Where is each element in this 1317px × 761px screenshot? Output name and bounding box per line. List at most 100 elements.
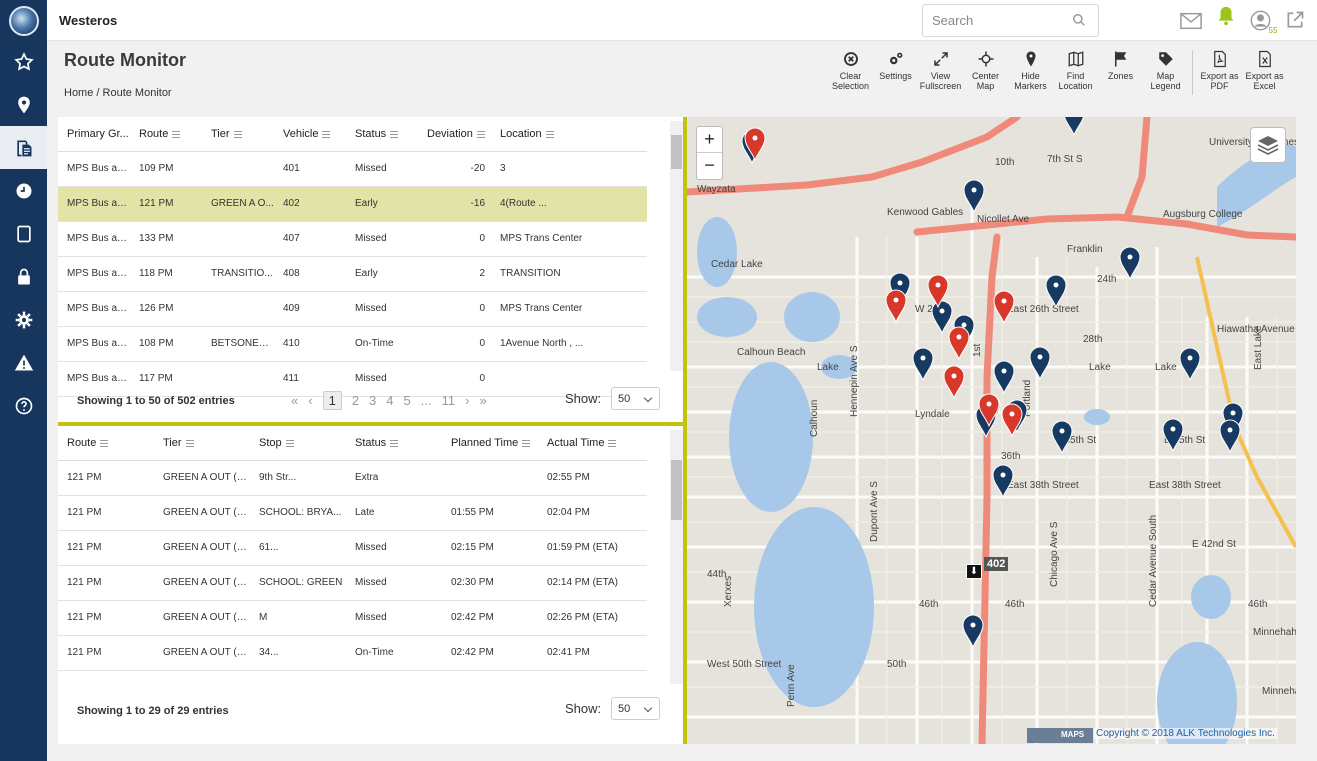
table-row[interactable]: 121 PM GREEN A OUT (2... 61... Missed 02:15 … [58, 530, 647, 566]
sort-icon[interactable] [390, 130, 399, 138]
vehicle-pin[interactable] [744, 127, 766, 162]
vehicle-pin[interactable] [1045, 274, 1067, 309]
zoom-out-button[interactable]: − [704, 155, 715, 175]
vehicle-pin[interactable] [992, 464, 1014, 499]
table-row[interactable]: MPS Bus an... 121 PM GREEN A O... 402 Early -… [58, 186, 647, 222]
map-nav[interactable] [0, 83, 47, 126]
sort-icon[interactable] [322, 130, 331, 138]
alerts-nav[interactable] [0, 341, 47, 384]
table-row[interactable]: MPS Bus an... 126 PM 409 Missed 0 MPS Trans C… [58, 291, 647, 327]
history-nav[interactable] [0, 169, 47, 212]
first-page-icon[interactable]: « [291, 393, 299, 408]
sort-icon[interactable] [172, 130, 181, 138]
find-location-button[interactable]: Find Location [1053, 50, 1098, 100]
panel-splitter-horizontal[interactable] [58, 422, 683, 426]
panel-splitter-vertical[interactable] [683, 117, 687, 744]
vehicle-label[interactable]: 402 [984, 557, 1009, 571]
column-header[interactable]: Vehicle [274, 117, 346, 152]
scroll-thumb[interactable] [671, 460, 682, 520]
vehicle-pin[interactable] [1029, 346, 1051, 381]
column-header[interactable]: Tier [202, 117, 274, 152]
vehicle-pin[interactable] [1119, 246, 1141, 281]
vehicle-pin[interactable] [912, 347, 934, 382]
sort-icon[interactable] [545, 130, 554, 138]
vehicle-pin[interactable] [1179, 347, 1201, 382]
center-map-button[interactable]: Center Map [963, 50, 1008, 100]
clear-selection-button[interactable]: Clear Selection [828, 50, 873, 100]
vehicle-pin[interactable] [978, 393, 1000, 428]
app-logo[interactable] [8, 6, 39, 36]
page-button[interactable]: 2 [351, 393, 360, 408]
page-button[interactable]: 1 [322, 391, 342, 410]
sort-icon[interactable] [100, 439, 109, 447]
table-row[interactable]: MPS Bus an... 117 PM 411 Missed 0 [58, 361, 647, 397]
vehicle-pin[interactable] [943, 365, 965, 400]
table-row[interactable]: 121 PM GREEN A OUT (2... 9th Str... Extra 02… [58, 460, 647, 496]
table-row[interactable]: 121 PM GREEN A OUT (2... 34... On-Time 02:42… [58, 635, 647, 671]
column-header[interactable]: Primary Gr... [58, 117, 130, 152]
mail-icon[interactable] [1180, 12, 1202, 30]
stops-scrollbar[interactable] [670, 430, 683, 684]
export-excel-button[interactable]: Export as Excel [1242, 50, 1287, 100]
settings-button[interactable]: Settings [873, 50, 918, 100]
zoom-in-button[interactable]: + [697, 127, 722, 153]
sort-icon[interactable] [476, 130, 485, 138]
vehicle-pin[interactable] [1162, 418, 1184, 453]
vehicle-pin[interactable] [948, 326, 970, 361]
vehicle-pin[interactable] [931, 300, 953, 335]
vehicle-pin[interactable] [962, 614, 984, 649]
table-row[interactable]: MPS Bus an... 118 PM TRANSITIO... 408 Early 2… [58, 256, 647, 292]
map-view[interactable]: Wayzata Kenwood Gables 10th 7th St S Univers… [687, 117, 1296, 744]
column-header[interactable]: Route [58, 426, 154, 461]
table-row[interactable]: MPS Bus an... 108 PM BETSONEF ... 410 On-Tim… [58, 326, 647, 362]
search-input[interactable] [932, 13, 1062, 28]
vehicle-pin[interactable] [993, 360, 1015, 395]
settings-nav[interactable] [0, 298, 47, 341]
breadcrumb[interactable]: Home / Route Monitor [64, 87, 172, 99]
column-header[interactable]: Route [130, 117, 202, 152]
sort-icon[interactable] [608, 439, 617, 447]
vehicle-pin[interactable] [885, 289, 907, 324]
last-page-icon[interactable]: » [479, 393, 487, 408]
table-row[interactable]: 121 PM GREEN A OUT (2... SCHOOL: BRYA... La… [58, 495, 647, 531]
page-size-select[interactable]: 50 [611, 387, 660, 410]
vehicle-pin[interactable] [993, 290, 1015, 325]
column-header[interactable]: Deviation [418, 117, 491, 152]
search-box[interactable] [922, 4, 1099, 37]
help-nav[interactable] [0, 384, 47, 427]
prev-page-icon[interactable]: ‹ [308, 393, 313, 408]
table-row[interactable]: 121 PM GREEN A OUT (2... SCHOOL: GREEN Miss… [58, 565, 647, 601]
sort-icon[interactable] [233, 130, 242, 138]
column-header[interactable]: Tier [154, 426, 250, 461]
routes-scrollbar[interactable] [670, 121, 683, 371]
page-button[interactable]: 5 [403, 393, 411, 408]
page-size-select[interactable]: 50 [611, 697, 660, 720]
vehicle-pin[interactable] [963, 179, 985, 214]
security-nav[interactable] [0, 255, 47, 298]
column-header[interactable]: Status [346, 426, 442, 461]
favorites-nav[interactable] [0, 40, 47, 83]
vehicle-pin[interactable] [1219, 419, 1241, 454]
zones-button[interactable]: Zones [1098, 50, 1143, 100]
sort-icon[interactable] [185, 439, 194, 447]
view-fullscreen-button[interactable]: View Fullscreen [918, 50, 963, 100]
hide-markers-button[interactable]: Hide Markers [1008, 50, 1053, 100]
map-legend-button[interactable]: Map Legend [1143, 50, 1188, 100]
bell-icon[interactable] [1215, 5, 1237, 27]
page-button[interactable]: 3 [369, 393, 377, 408]
column-header[interactable]: Status [346, 117, 418, 152]
page-button[interactable]: 4 [386, 393, 394, 408]
vehicle-pin[interactable] [1064, 117, 1084, 137]
column-header[interactable]: Planned Time [442, 426, 538, 461]
table-row[interactable]: MPS Bus an... 109 PM 401 Missed -20 3 [58, 151, 647, 187]
layers-button[interactable] [1250, 127, 1286, 163]
page-button[interactable]: 11 [441, 393, 456, 408]
table-row[interactable]: MPS Bus an... 133 PM 407 Missed 0 MPS Trans C… [58, 221, 647, 257]
map-copyright[interactable]: Copyright © 2018 ALK Technologies Inc. [1094, 728, 1277, 739]
external-link-icon[interactable] [1285, 10, 1305, 30]
sort-icon[interactable] [285, 439, 294, 447]
vehicle-direction-icon[interactable]: ⬇ [966, 564, 982, 579]
devices-nav[interactable] [0, 212, 47, 255]
user-avatar-icon[interactable] [1250, 10, 1271, 31]
